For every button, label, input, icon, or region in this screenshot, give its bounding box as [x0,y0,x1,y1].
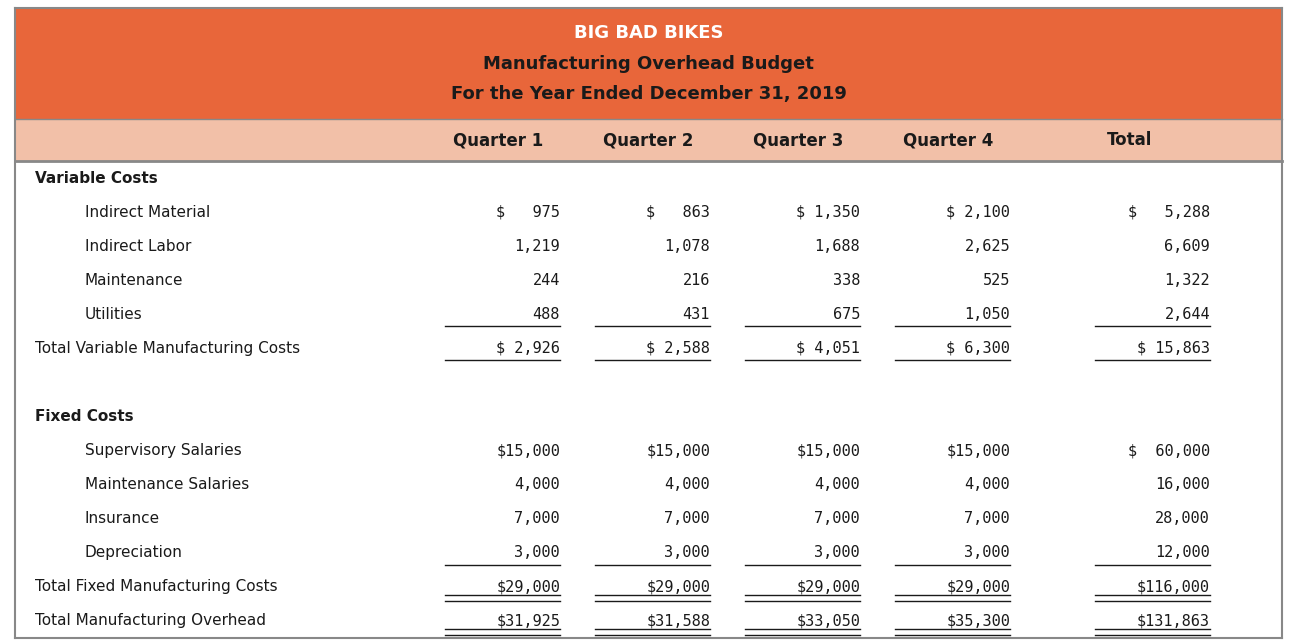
Text: Quarter 2: Quarter 2 [603,131,693,149]
Text: 3,000: 3,000 [515,545,560,560]
Text: $31,588: $31,588 [646,614,710,629]
Text: 3,000: 3,000 [664,545,710,560]
Text: 1,688: 1,688 [814,239,861,254]
Text: 431: 431 [682,307,710,322]
Text: 216: 216 [682,273,710,288]
Text: $15,000: $15,000 [946,443,1010,458]
Text: Total Manufacturing Overhead: Total Manufacturing Overhead [35,614,266,629]
Text: Indirect Material: Indirect Material [84,205,211,220]
Text: 7,000: 7,000 [515,511,560,526]
Text: 7,000: 7,000 [965,511,1010,526]
Text: 244: 244 [533,273,560,288]
Text: $   863: $ 863 [646,205,710,220]
Text: Depreciation: Depreciation [84,545,183,560]
Text: 1,219: 1,219 [515,239,560,254]
Text: 12,000: 12,000 [1156,545,1210,560]
Text: 675: 675 [832,307,861,322]
Bar [16,119,1282,161]
Text: $116,000: $116,000 [1138,580,1210,594]
Text: $  60,000: $ 60,000 [1128,443,1210,458]
Bar [16,8,1282,119]
Text: BIG BAD BIKES: BIG BAD BIKES [573,24,723,42]
Text: 4,000: 4,000 [515,477,560,492]
Text: 4,000: 4,000 [664,477,710,492]
Text: 2,625: 2,625 [965,239,1010,254]
Text: Quarter 1: Quarter 1 [452,131,543,149]
Text: $15,000: $15,000 [497,443,560,458]
Text: Supervisory Salaries: Supervisory Salaries [84,443,242,458]
Text: Maintenance: Maintenance [84,273,183,288]
Text: $29,000: $29,000 [646,580,710,594]
Text: $   5,288: $ 5,288 [1128,205,1210,220]
Text: 2,644: 2,644 [1165,307,1210,322]
Text: Indirect Labor: Indirect Labor [84,239,191,254]
Text: $ 15,863: $ 15,863 [1138,341,1210,356]
Text: $31,925: $31,925 [497,614,560,629]
Text: 525: 525 [983,273,1010,288]
Text: For the Year Ended December 31, 2019: For the Year Ended December 31, 2019 [451,85,846,103]
Text: Total Variable Manufacturing Costs: Total Variable Manufacturing Costs [35,341,300,356]
Text: 7,000: 7,000 [664,511,710,526]
Text: $ 4,051: $ 4,051 [796,341,861,356]
Text: 16,000: 16,000 [1156,477,1210,492]
Text: 488: 488 [533,307,560,322]
Text: Variable Costs: Variable Costs [35,171,157,185]
Text: 1,050: 1,050 [965,307,1010,322]
Text: $131,863: $131,863 [1138,614,1210,629]
Text: Insurance: Insurance [84,511,160,526]
Text: $29,000: $29,000 [946,580,1010,594]
Text: $29,000: $29,000 [796,580,861,594]
Text: $ 1,350: $ 1,350 [796,205,861,220]
Text: 1,322: 1,322 [1165,273,1210,288]
Text: Quarter 3: Quarter 3 [753,131,844,149]
Text: $15,000: $15,000 [796,443,861,458]
Text: 28,000: 28,000 [1156,511,1210,526]
Text: $ 2,588: $ 2,588 [646,341,710,356]
Text: $ 2,926: $ 2,926 [497,341,560,356]
Text: $ 6,300: $ 6,300 [946,341,1010,356]
Text: 3,000: 3,000 [814,545,861,560]
Text: 4,000: 4,000 [965,477,1010,492]
Text: $35,300: $35,300 [946,614,1010,629]
Text: 1,078: 1,078 [664,239,710,254]
Text: 3,000: 3,000 [965,545,1010,560]
Text: Maintenance Salaries: Maintenance Salaries [84,477,250,492]
Text: Total Fixed Manufacturing Costs: Total Fixed Manufacturing Costs [35,580,278,594]
Text: 7,000: 7,000 [814,511,861,526]
Text: Utilities: Utilities [84,307,143,322]
Text: Fixed Costs: Fixed Costs [35,409,134,424]
Text: Total: Total [1108,131,1153,149]
Bar [16,161,1282,638]
Text: 4,000: 4,000 [814,477,861,492]
Text: $29,000: $29,000 [497,580,560,594]
Text: $15,000: $15,000 [646,443,710,458]
Text: Manufacturing Overhead Budget: Manufacturing Overhead Budget [484,55,814,73]
Text: Quarter 4: Quarter 4 [902,131,993,149]
Text: 338: 338 [832,273,861,288]
Text: 6,609: 6,609 [1165,239,1210,254]
Text: $ 2,100: $ 2,100 [946,205,1010,220]
Text: $   975: $ 975 [497,205,560,220]
Text: $33,050: $33,050 [796,614,861,629]
